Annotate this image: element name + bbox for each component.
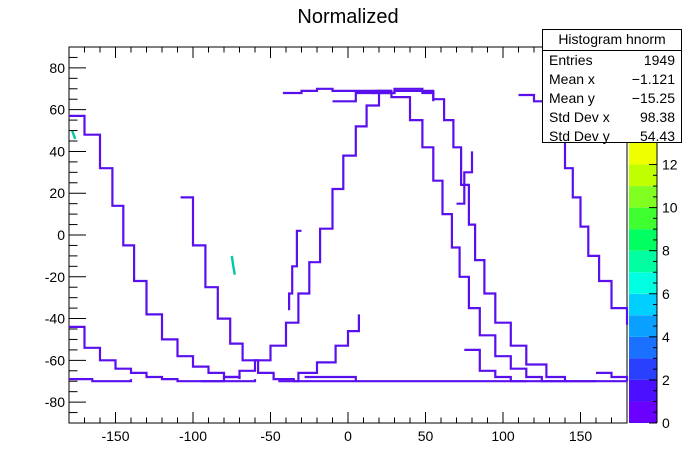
palette-band: [629, 293, 657, 316]
y-tick-label: 40: [49, 143, 65, 159]
palette-band: [629, 336, 657, 359]
stats-value: 98.38: [639, 109, 675, 125]
y-tick-label: -40: [45, 311, 65, 327]
z-tick-label: 12: [662, 157, 678, 173]
x-tick-label: -150: [101, 428, 129, 444]
x-tick-label: 150: [569, 428, 593, 444]
data-curve-15: [596, 371, 629, 382]
y-tick-label: 20: [49, 185, 65, 201]
palette-band: [629, 229, 657, 251]
data-curve-3: [69, 378, 133, 383]
z-tick-label: 4: [662, 329, 670, 345]
y-tick-label: -20: [45, 269, 65, 285]
y-tick-label: 60: [49, 102, 65, 118]
y-tick-label: 80: [49, 60, 65, 76]
x-tick-label: 0: [344, 428, 352, 444]
y-tick-label: -60: [45, 352, 65, 368]
stats-label: Std Dev y: [549, 128, 610, 144]
stats-row-mean-x: Mean x −1.121: [543, 70, 681, 89]
data-curve-1: [69, 114, 241, 380]
x-tick-label: -100: [179, 428, 207, 444]
palette-band: [629, 379, 657, 402]
palette-band: [629, 272, 657, 294]
stats-label: Std Dev x: [549, 109, 610, 125]
chart-title: Normalized: [297, 6, 398, 28]
data-blob-1: [230, 255, 236, 275]
stats-row-mean-y: Mean y −15.25: [543, 89, 681, 108]
x-tick-label: -50: [260, 428, 280, 444]
data-curve-14: [288, 229, 302, 311]
z-tick-label: 10: [662, 200, 678, 216]
palette-band: [629, 164, 657, 187]
stats-row-stddev-x: Std Dev x 98.38: [543, 108, 681, 127]
z-tick-label: 2: [662, 372, 670, 388]
stats-value: 54.43: [639, 128, 675, 144]
stats-value: −15.25: [631, 90, 675, 106]
data-curve-11: [371, 89, 567, 382]
stats-value: −1.121: [631, 71, 675, 87]
y-tick-label: 0: [57, 227, 65, 243]
data-curve-9: [464, 348, 527, 383]
data-blob-2: [70, 130, 77, 140]
palette-band: [629, 358, 657, 380]
stats-label: Mean x: [549, 71, 595, 87]
stats-row-stddev-y: Std Dev y 54.43: [543, 127, 681, 146]
palette-band: [629, 401, 657, 423]
palette-band: [629, 250, 657, 273]
z-tick-label: 0: [662, 415, 670, 431]
color-palette: 0 2 4 6 8 10 12: [629, 143, 678, 431]
palette-band: [629, 315, 657, 337]
x-tick-label: 50: [418, 428, 434, 444]
stats-value: 1949: [643, 52, 675, 68]
y-tick-label: -80: [45, 394, 65, 410]
data-curve-2: [180, 196, 627, 383]
stats-row-entries: Entries 1949: [543, 51, 681, 70]
plot-frame: [68, 46, 628, 424]
z-tick-label: 6: [662, 286, 670, 302]
data-curve-10: [304, 375, 357, 382]
data-curve-6: [278, 314, 360, 383]
axes: -150 -100 -50 0 50 100 150 -80 -60 -40 -20 0 20 40 60 8…: [45, 46, 628, 444]
x-tick-label: 100: [491, 428, 515, 444]
palette-band: [629, 186, 657, 208]
data-curve-12: [456, 151, 474, 205]
stats-label: Mean y: [549, 90, 595, 106]
stats-label: Entries: [549, 52, 593, 68]
stats-box: Histogram hnorm Entries 1949 Mean x −1.1…: [542, 29, 682, 146]
palette-band: [629, 143, 657, 165]
palette-band: [629, 207, 657, 230]
stats-title: Histogram hnorm: [543, 30, 681, 51]
data-curve-7: [282, 87, 392, 95]
z-tick-label: 8: [662, 243, 670, 259]
